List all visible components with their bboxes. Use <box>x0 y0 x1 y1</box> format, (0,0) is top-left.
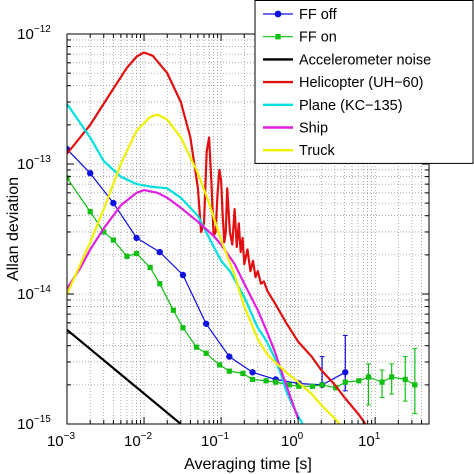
legend-entry: Helicopter (UH−60) <box>263 75 424 91</box>
legend-label: Helicopter (UH−60) <box>299 75 424 91</box>
data-point <box>273 379 279 385</box>
data-point <box>412 382 418 388</box>
series-helicopter-uh-60 <box>67 51 367 424</box>
data-point <box>133 234 140 242</box>
data-point <box>319 382 325 388</box>
data-point <box>179 271 187 279</box>
legend-label: Accelerometer noise <box>299 52 431 68</box>
series-ff-on <box>67 175 418 415</box>
legend-entry: Plane (KC−135) <box>263 98 403 114</box>
series-accelerometer-noise <box>67 328 182 424</box>
series-ship <box>67 189 300 419</box>
data-point <box>110 199 117 207</box>
data-point <box>249 369 256 376</box>
legend-marker <box>275 34 281 40</box>
data-point <box>147 264 153 271</box>
tick-labels: 10−3 10−2 10−1 100 101 10−15 10−14 10−13 10−12 <box>17 24 381 450</box>
legend-entry: FF on <box>263 30 337 46</box>
data-point <box>202 320 210 327</box>
legend-entry: Truck <box>263 143 335 159</box>
x-tick-label: 101 <box>358 431 381 450</box>
series-line <box>67 328 182 424</box>
series-layer <box>67 51 418 424</box>
legend-label: Plane (KC−135) <box>299 98 403 114</box>
data-point <box>217 362 223 368</box>
data-point <box>389 374 395 380</box>
x-tick-label: 10−3 <box>47 431 76 450</box>
legend-label: FF on <box>299 30 337 46</box>
data-point <box>286 382 292 388</box>
data-point <box>342 369 349 376</box>
legend-entry: FF off <box>263 7 338 23</box>
legend-marker <box>274 10 282 18</box>
data-point <box>110 237 116 243</box>
data-point <box>170 307 176 313</box>
x-axis-label: Averaging time [s] <box>184 456 312 473</box>
y-axis-label: Allan deviation <box>5 177 22 281</box>
data-point <box>333 385 339 391</box>
y-tick-label: 10−15 <box>17 414 51 433</box>
data-point <box>157 281 163 287</box>
series-line <box>67 189 300 419</box>
data-point <box>365 374 372 380</box>
data-point <box>193 344 200 350</box>
data-point <box>240 370 246 377</box>
data-point <box>203 350 209 356</box>
legend-entry: Ship <box>263 121 328 137</box>
data-point <box>86 169 94 177</box>
y-tick-label: 10−13 <box>17 154 51 173</box>
data-point <box>101 229 107 235</box>
data-point <box>249 376 256 383</box>
data-point <box>133 250 140 257</box>
series-line <box>67 51 367 424</box>
data-point <box>379 379 385 385</box>
data-point <box>402 376 408 383</box>
data-point <box>226 353 233 360</box>
data-point <box>356 378 362 384</box>
data-point <box>180 325 186 331</box>
data-point <box>87 209 93 215</box>
legend-entry: Accelerometer noise <box>263 52 431 68</box>
x-tick-label: 100 <box>281 431 304 450</box>
data-point <box>296 383 302 389</box>
series-truck <box>67 113 341 424</box>
plot-frame <box>66 33 430 425</box>
data-point <box>226 368 232 374</box>
data-point <box>342 379 348 385</box>
data-point <box>124 253 130 259</box>
legend: FF off FF on Accelerometer noise Helicopter… <box>254 0 474 164</box>
data-point <box>263 378 269 384</box>
x-tick-label: 10−1 <box>201 431 230 450</box>
data-point <box>156 248 163 256</box>
legend-label: Truck <box>299 143 335 159</box>
y-tick-label: 10−12 <box>17 24 51 43</box>
data-point <box>67 175 70 181</box>
legend-label: FF off <box>299 7 338 23</box>
series-line <box>67 113 341 424</box>
y-tick-label: 10−14 <box>17 284 51 303</box>
legend-label: Ship <box>299 121 328 137</box>
x-tick-label: 10−2 <box>124 431 153 450</box>
data-point <box>309 383 316 389</box>
